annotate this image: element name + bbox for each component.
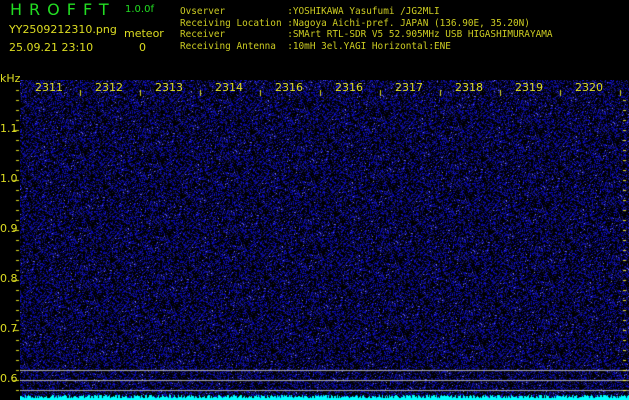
time-label: 2311: [35, 81, 63, 94]
info-antenna: Receiving Antenna :10mH 3el.YAGI Horizon…: [180, 40, 451, 52]
spectrogram: [20, 80, 629, 400]
info-receiver: Receiver :SMArt RTL-SDR V5 52.905MHz USB…: [180, 29, 553, 40]
time-label: 2313: [155, 81, 183, 94]
time-label: 2316: [275, 81, 303, 94]
version-label: 1.0.0f: [125, 4, 154, 15]
time-label: 2317: [395, 81, 423, 94]
app-title: HROFFT: [10, 0, 116, 19]
time-label: 2318: [455, 81, 483, 94]
time-label: 2312: [95, 81, 123, 94]
time-label: 2316: [335, 81, 363, 94]
time-label: 2314: [215, 81, 243, 94]
freq-axis-ticks-right: [621, 0, 629, 400]
info-observer: Ovserver :YOSHIKAWA Yasufumi /JG2MLI: [180, 6, 440, 17]
info-location: Receiving Location :Nagoya Aichi-pref. J…: [180, 17, 530, 29]
date-time: 25.09.21 23:10: [9, 41, 94, 54]
freq-axis-ticks: [0, 0, 20, 400]
time-label: 2320: [575, 81, 603, 94]
time-label: 2319: [515, 81, 543, 94]
meteor-label: meteor: [124, 27, 164, 40]
file-name: YY2509212310.png: [9, 23, 117, 36]
meteor-count: 0: [139, 41, 146, 54]
